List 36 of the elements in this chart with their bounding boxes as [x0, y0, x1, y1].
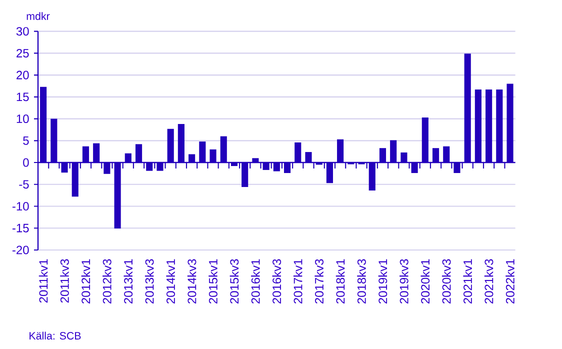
y-tick-label: 30 [16, 27, 29, 36]
x-tick-label: 2020kv1 [420, 259, 430, 304]
y-tick-label: -5 [19, 180, 29, 189]
x-tick-label: 2016kv1 [251, 259, 260, 304]
x-tick-label: 2020kv3 [442, 259, 451, 304]
y-tick-label: 25 [16, 48, 29, 58]
y-axis-title: mdkr [26, 12, 50, 20]
y-tick-label: 15 [16, 92, 29, 102]
text: Källa: SCB [30, 332, 81, 340]
x-tick-label: 2021kv1 [463, 259, 472, 304]
x-tick-label: 2013kv1 [124, 259, 133, 304]
x-tick-label: 2012kv3 [102, 259, 112, 304]
y-tick-label: 10 [16, 114, 29, 124]
x-tick-label: 2017kv3 [314, 259, 324, 304]
y-tick-label: 5 [23, 136, 29, 145]
y-tick-label: -15 [12, 224, 29, 232]
x-tick-label: 2015kv1 [208, 259, 218, 304]
x-tick-label: 2011kv3 [60, 259, 69, 303]
x-tick-label: 2017kv1 [293, 259, 302, 304]
x-tick-label: 2018kv1 [336, 259, 345, 304]
x-tick-label: 2015kv3 [230, 259, 239, 304]
x-tick-label: 2019kv1 [378, 259, 388, 304]
x-tick-label: 2021kv3 [484, 259, 494, 304]
x-tick-label: 2014kv3 [187, 259, 196, 304]
x-tick-label: 2011kv1 [38, 259, 48, 303]
x-tick-label: 2013kv3 [144, 259, 154, 304]
x-tick-label: 2014kv1 [166, 259, 176, 304]
y-tick-label: -20 [12, 246, 29, 254]
y-tick-label: 0 [23, 158, 29, 167]
x-tick-label: 2019kv3 [400, 259, 408, 304]
y-tick-label: 20 [16, 70, 29, 80]
x-tick-label: 2018kv3 [357, 259, 366, 304]
x-tick-label: 2016kv3 [272, 259, 282, 304]
y-tick-label: -10 [12, 202, 29, 211]
x-tick-label: 2022kv1 [506, 259, 514, 304]
x-tick-label: 2012kv1 [81, 259, 90, 304]
